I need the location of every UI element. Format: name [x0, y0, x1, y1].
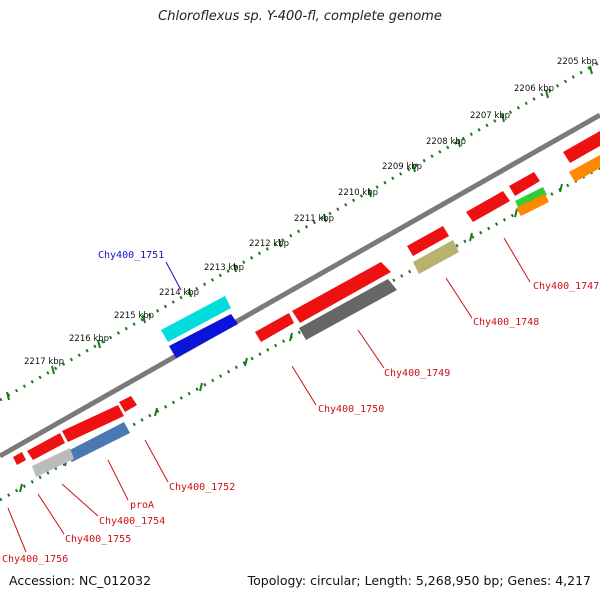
tick-label: 2209 kbp	[382, 162, 422, 172]
gene-label-chy400-1756: Chy400_1756	[2, 554, 68, 565]
genome-backbone	[0, 112, 600, 459]
gene-label-chy400-1750: Chy400_1750	[318, 404, 384, 415]
tick-label: 2212 kbp	[249, 239, 289, 249]
cds-arrow	[66, 422, 130, 462]
cds-arrow	[563, 131, 600, 163]
inner-tick-ring	[0, 166, 600, 502]
gene-label-chy400-1754: Chy400_1754	[99, 516, 165, 527]
gene-label-chy400-1755: Chy400_1755	[65, 534, 131, 545]
gene-label-chy400-1749: Chy400_1749	[384, 368, 450, 379]
cds-arrow	[466, 191, 510, 222]
cds-arrow	[13, 452, 26, 465]
cds-arrow	[509, 172, 540, 196]
gene-label-proa: proA	[130, 500, 154, 511]
cds-arrow	[255, 313, 294, 342]
cds-arrow	[292, 262, 391, 323]
cds-arrow	[62, 405, 124, 442]
cds-arrow	[413, 240, 459, 274]
forward-features	[13, 131, 600, 465]
cds-arrow	[32, 448, 74, 477]
map-title: Chloroflexus sp. Y-400-fl, complete geno…	[158, 9, 442, 24]
tick-labels: 2205 kbp 2206 kbp 2207 kbp 2208 kbp 2209…	[24, 57, 597, 367]
cds-arrow	[516, 194, 549, 216]
cds-arrow	[515, 187, 547, 209]
accession-text: Accession: NC_012032	[9, 573, 152, 588]
reverse-features	[32, 155, 600, 477]
tick-label: 2214 kbp	[159, 288, 199, 298]
tick-label: 2210 kbp	[338, 188, 378, 198]
outer-major-ticks	[6, 65, 593, 401]
gene-label-chy400-1752: Chy400_1752	[169, 482, 235, 493]
cds-arrow	[161, 296, 231, 342]
cds-arrow	[299, 279, 397, 340]
tick-label: 2211 kbp	[294, 214, 334, 224]
cds-arrow	[169, 314, 238, 358]
tick-label: 2206 kbp	[514, 84, 554, 94]
gene-label-chy400-1748: Chy400_1748	[473, 317, 539, 328]
gene-labels: Chy400_1751 Chy400_1747 Chy400_1748 Chy4…	[2, 250, 599, 565]
cds-arrow	[27, 433, 65, 460]
cds-arrow	[407, 226, 449, 256]
cds-arrow	[119, 396, 137, 412]
tick-label: 2213 kbp	[204, 263, 244, 273]
tick-label: 2217 kbp	[24, 357, 64, 367]
tick-label: 2205 kbp	[557, 57, 597, 67]
tick-label: 2207 kbp	[470, 111, 510, 121]
tick-label: 2208 kbp	[426, 137, 466, 147]
genome-summary-text: Topology: circular; Length: 5,268,950 bp…	[247, 573, 591, 588]
gene-label-chy400-1751: Chy400_1751	[98, 250, 164, 261]
gene-label-chy400-1747: Chy400_1747	[533, 281, 599, 292]
leader-lines	[7, 237, 531, 553]
tick-label: 2215 kbp	[114, 311, 154, 321]
tick-label: 2216 kbp	[69, 334, 109, 344]
cds-arrow	[569, 155, 600, 182]
